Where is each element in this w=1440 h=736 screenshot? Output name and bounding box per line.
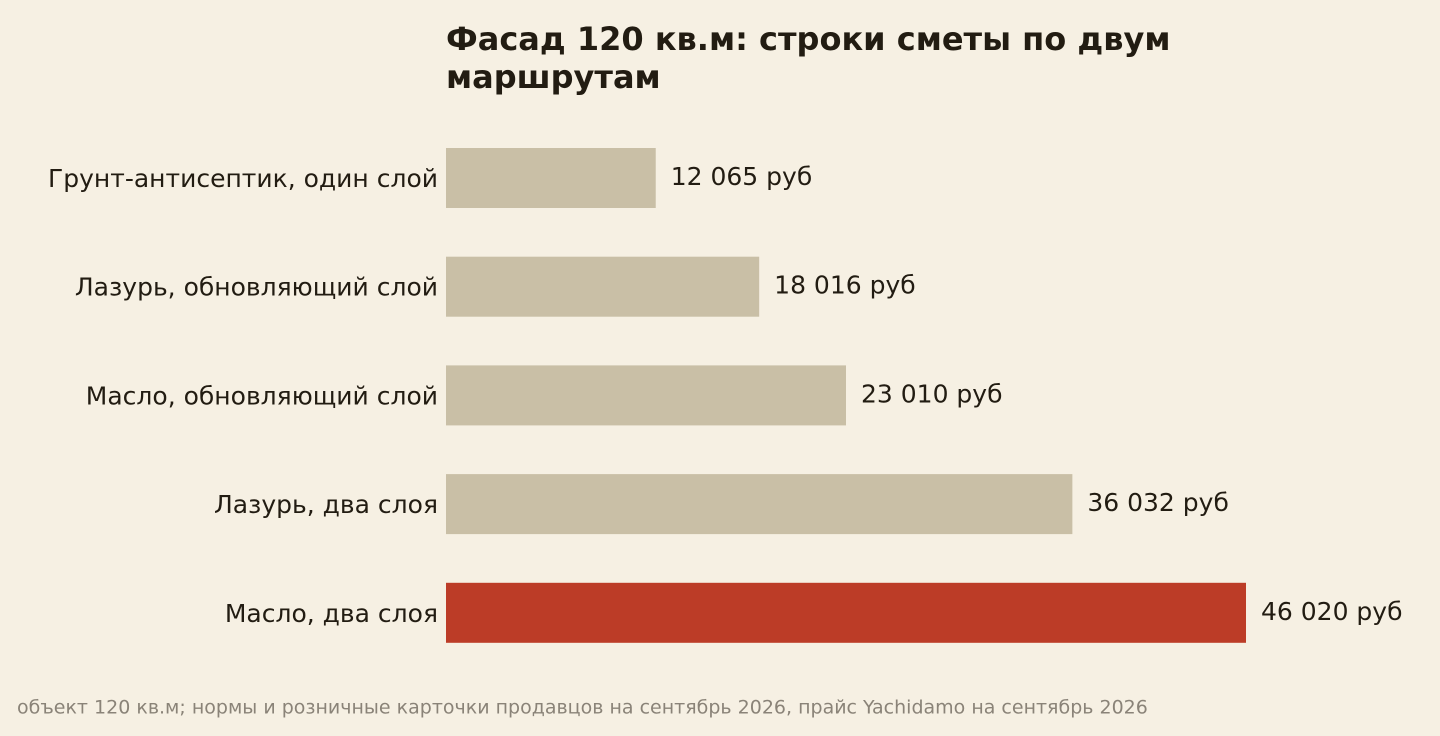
bar <box>446 474 1073 535</box>
category-label: Лазурь, два слоя <box>214 490 438 519</box>
bar <box>446 256 760 317</box>
category-label: Лазурь, обновляющий слой <box>75 273 438 302</box>
value-label: 18 016 руб <box>774 271 916 300</box>
chart-title: Фасад 120 кв.м: строки сметы по двум мар… <box>446 20 1171 96</box>
value-label: 23 010 руб <box>861 379 1003 408</box>
category-label: Масло, два слоя <box>225 599 438 628</box>
value-label: 12 065 руб <box>671 162 813 191</box>
value-label: 46 020 руб <box>1261 597 1403 626</box>
footnote: объект 120 кв.м; нормы и розничные карто… <box>17 697 1148 719</box>
category-label: Масло, обновляющий слой <box>86 381 438 410</box>
bar <box>446 365 846 426</box>
value-label: 36 032 руб <box>1087 488 1229 517</box>
bar <box>446 148 656 208</box>
category-label: Грунт-антисептик, один слой <box>48 164 438 193</box>
bar <box>446 582 1246 643</box>
